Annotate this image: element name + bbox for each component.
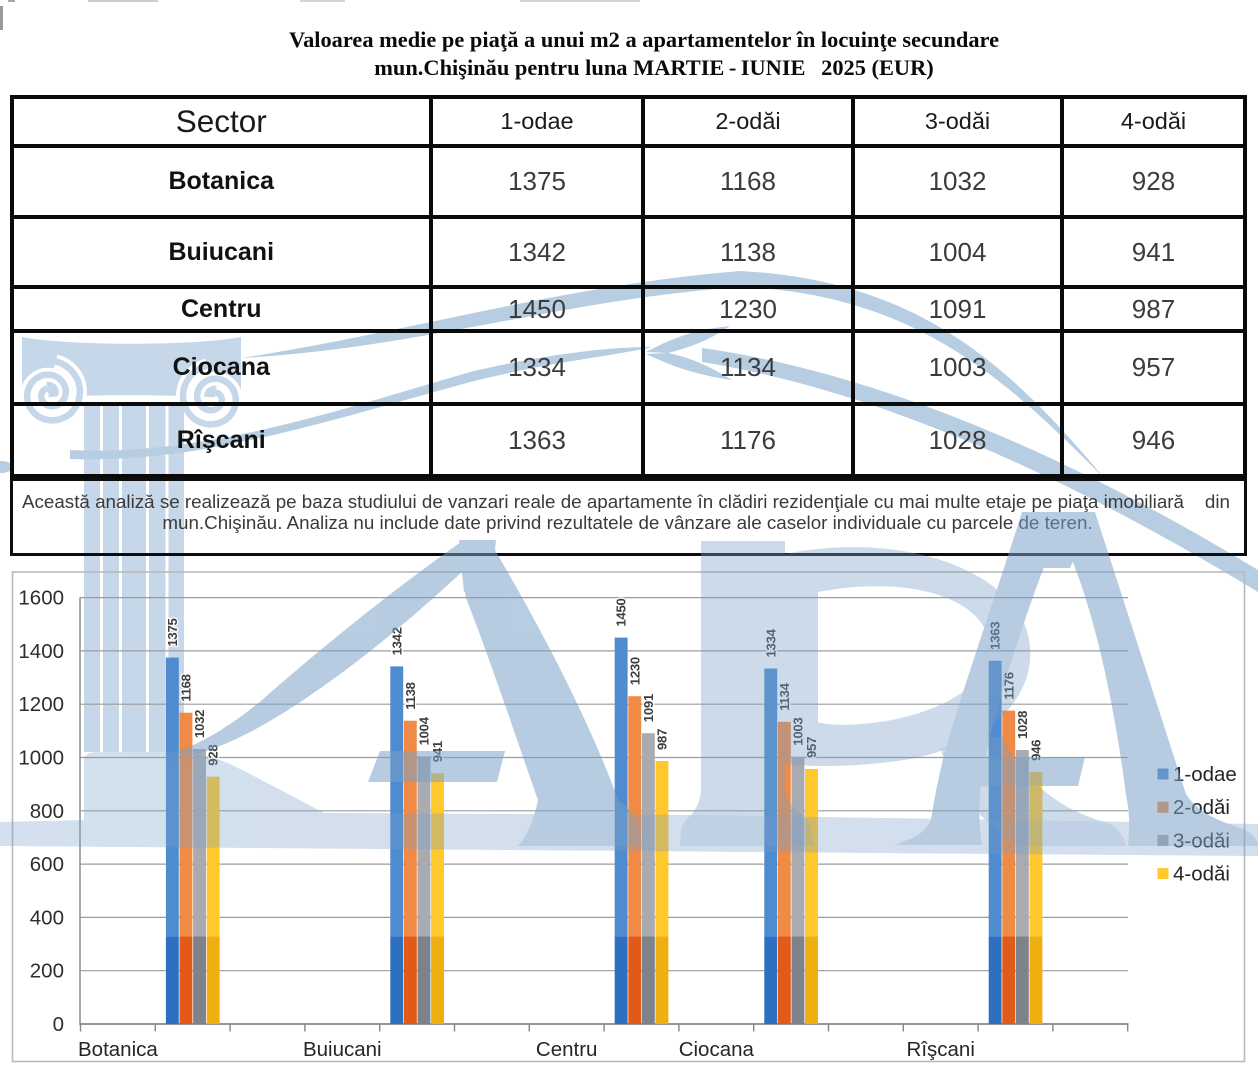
- svg-text:1334: 1334: [763, 628, 778, 657]
- svg-text:1003: 1003: [791, 718, 806, 746]
- svg-text:2-odăi: 2-odăi: [1173, 796, 1230, 819]
- svg-text:1134: 1134: [777, 682, 792, 710]
- svg-text:Centru: Centru: [536, 1038, 598, 1061]
- svg-text:1400: 1400: [18, 640, 64, 663]
- svg-text:3-odăi: 3-odăi: [1173, 829, 1230, 852]
- svg-text:1-odae: 1-odae: [1173, 763, 1237, 786]
- svg-text:946: 946: [1029, 740, 1044, 761]
- svg-text:1375: 1375: [165, 618, 180, 646]
- svg-text:941: 941: [430, 741, 445, 762]
- svg-text:1004: 1004: [416, 716, 431, 745]
- svg-text:200: 200: [30, 960, 64, 983]
- svg-text:1168: 1168: [178, 674, 193, 701]
- svg-text:1032: 1032: [192, 710, 207, 738]
- svg-text:1230: 1230: [627, 657, 642, 685]
- svg-text:400: 400: [30, 906, 64, 929]
- svg-text:1363: 1363: [988, 622, 1003, 650]
- svg-text:1138: 1138: [403, 682, 418, 709]
- svg-text:Buiucani: Buiucani: [303, 1038, 382, 1061]
- svg-text:0: 0: [53, 1013, 64, 1036]
- svg-text:1091: 1091: [641, 694, 656, 722]
- svg-text:987: 987: [655, 729, 670, 750]
- svg-text:Ciocana: Ciocana: [679, 1038, 755, 1061]
- svg-text:1200: 1200: [18, 693, 64, 716]
- svg-text:600: 600: [30, 853, 64, 876]
- svg-text:Rîşcani: Rîşcani: [907, 1038, 975, 1061]
- svg-text:1176: 1176: [1001, 672, 1016, 699]
- svg-text:928: 928: [206, 745, 221, 766]
- svg-text:800: 800: [30, 800, 64, 823]
- svg-text:1600: 1600: [18, 587, 64, 610]
- svg-text:1450: 1450: [614, 598, 629, 626]
- svg-text:1342: 1342: [389, 627, 404, 655]
- svg-text:1000: 1000: [18, 747, 64, 770]
- svg-text:Botanica: Botanica: [78, 1038, 158, 1061]
- svg-text:957: 957: [804, 737, 819, 758]
- svg-text:4-odăi: 4-odăi: [1173, 863, 1230, 886]
- svg-text:1028: 1028: [1015, 711, 1030, 739]
